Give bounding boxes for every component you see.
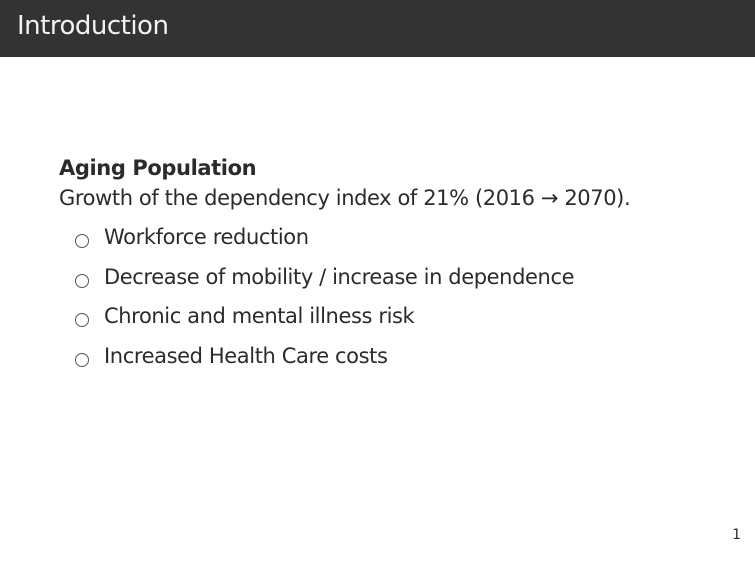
slide-header-bar: Introduction <box>0 0 755 57</box>
circle-bullet-icon <box>75 273 89 288</box>
bullet-label: Increased Health Care costs <box>104 343 388 368</box>
bullet-label: Chronic and mental illness risk <box>104 304 415 328</box>
block-title: Aging Population <box>59 156 257 180</box>
bullet-item: Increased Health Care costs <box>59 341 739 381</box>
page-number: 1 <box>732 527 741 543</box>
block-text: Growth of the dependency index of 21% (2… <box>59 186 631 210</box>
circle-bullet-icon <box>75 234 89 248</box>
slide-title: Introduction <box>17 11 169 41</box>
bullet-item: Workforce reduction <box>59 222 739 262</box>
bullet-label: Decrease of mobility / increase in depen… <box>104 264 575 289</box>
slide-content: Aging Population Growth of the dependenc… <box>59 154 739 380</box>
circle-bullet-icon <box>75 313 89 327</box>
circle-bullet-icon <box>75 352 89 367</box>
bullet-label: Workforce reduction <box>104 225 309 249</box>
bullet-item: Decrease of mobility / increase in depen… <box>59 262 739 302</box>
bullet-list: Workforce reduction Decrease of mobility… <box>59 222 739 380</box>
bullet-item: Chronic and mental illness risk <box>59 301 739 341</box>
